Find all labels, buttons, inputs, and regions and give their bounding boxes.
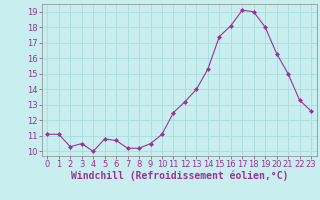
X-axis label: Windchill (Refroidissement éolien,°C): Windchill (Refroidissement éolien,°C) bbox=[70, 171, 288, 181]
